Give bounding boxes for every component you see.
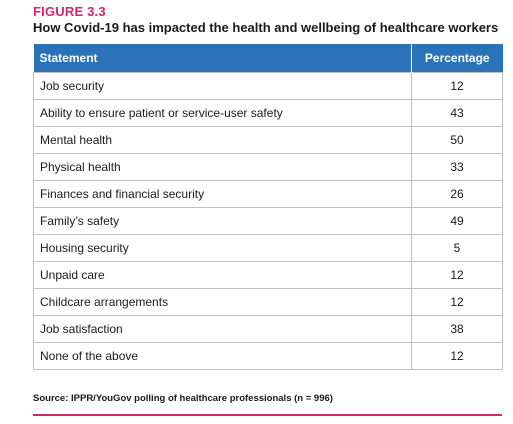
header-row: Statement Percentage — [33, 44, 503, 73]
figure-title: How Covid-19 has impacted the health and… — [33, 20, 499, 35]
statement-cell: Finances and financial security — [33, 180, 412, 208]
statement-cell: Ability to ensure patient or service-use… — [33, 99, 412, 127]
percentage-cell: 26 — [411, 180, 503, 208]
table-row: Job security 12 — [33, 72, 503, 100]
table-row: Childcare arrangements 12 — [33, 288, 503, 316]
statement-cell: Unpaid care — [33, 261, 412, 289]
table-row: Housing security 5 — [33, 234, 503, 262]
table-row: Finances and financial security 26 — [33, 180, 503, 208]
bottom-divider — [33, 414, 502, 416]
percentage-cell: 38 — [411, 315, 503, 343]
statement-cell: Housing security — [33, 234, 412, 262]
statement-cell: Family’s safety — [33, 207, 412, 235]
table-header: Statement Percentage — [33, 44, 503, 73]
figure-label: FIGURE 3.3 — [33, 4, 106, 19]
statement-cell: Job security — [33, 72, 412, 100]
table-row: Unpaid care 12 — [33, 261, 503, 289]
percentage-cell: 12 — [411, 288, 503, 316]
percentage-cell: 50 — [411, 126, 503, 154]
statement-cell: None of the above — [33, 342, 412, 370]
table-row: Family’s safety 49 — [33, 207, 503, 235]
statement-cell: Physical health — [33, 153, 412, 181]
column-header-percentage: Percentage — [411, 44, 503, 73]
column-header-statement: Statement — [33, 44, 412, 73]
data-table-container: Statement Percentage Job security 12 Abili… — [33, 44, 503, 370]
percentage-cell: 12 — [411, 261, 503, 289]
table-row: None of the above 12 — [33, 342, 503, 370]
percentage-cell: 12 — [411, 72, 503, 100]
percentage-cell: 43 — [411, 99, 503, 127]
statement-cell: Childcare arrangements — [33, 288, 412, 316]
statement-cell: Job satisfaction — [33, 315, 412, 343]
table-body: Job security 12 Ability to ensure patient … — [33, 72, 503, 370]
data-table: Statement Percentage Job security 12 Abili… — [33, 44, 503, 370]
percentage-cell: 5 — [411, 234, 503, 262]
table-row: Mental health 50 — [33, 126, 503, 154]
table-row: Ability to ensure patient or service-use… — [33, 99, 503, 127]
table-row: Job satisfaction 38 — [33, 315, 503, 343]
percentage-cell: 33 — [411, 153, 503, 181]
percentage-cell: 12 — [411, 342, 503, 370]
statement-cell: Mental health — [33, 126, 412, 154]
table-row: Physical health 33 — [33, 153, 503, 181]
source-note: Source: IPPR/YouGov polling of healthcar… — [33, 393, 333, 404]
percentage-cell: 49 — [411, 207, 503, 235]
